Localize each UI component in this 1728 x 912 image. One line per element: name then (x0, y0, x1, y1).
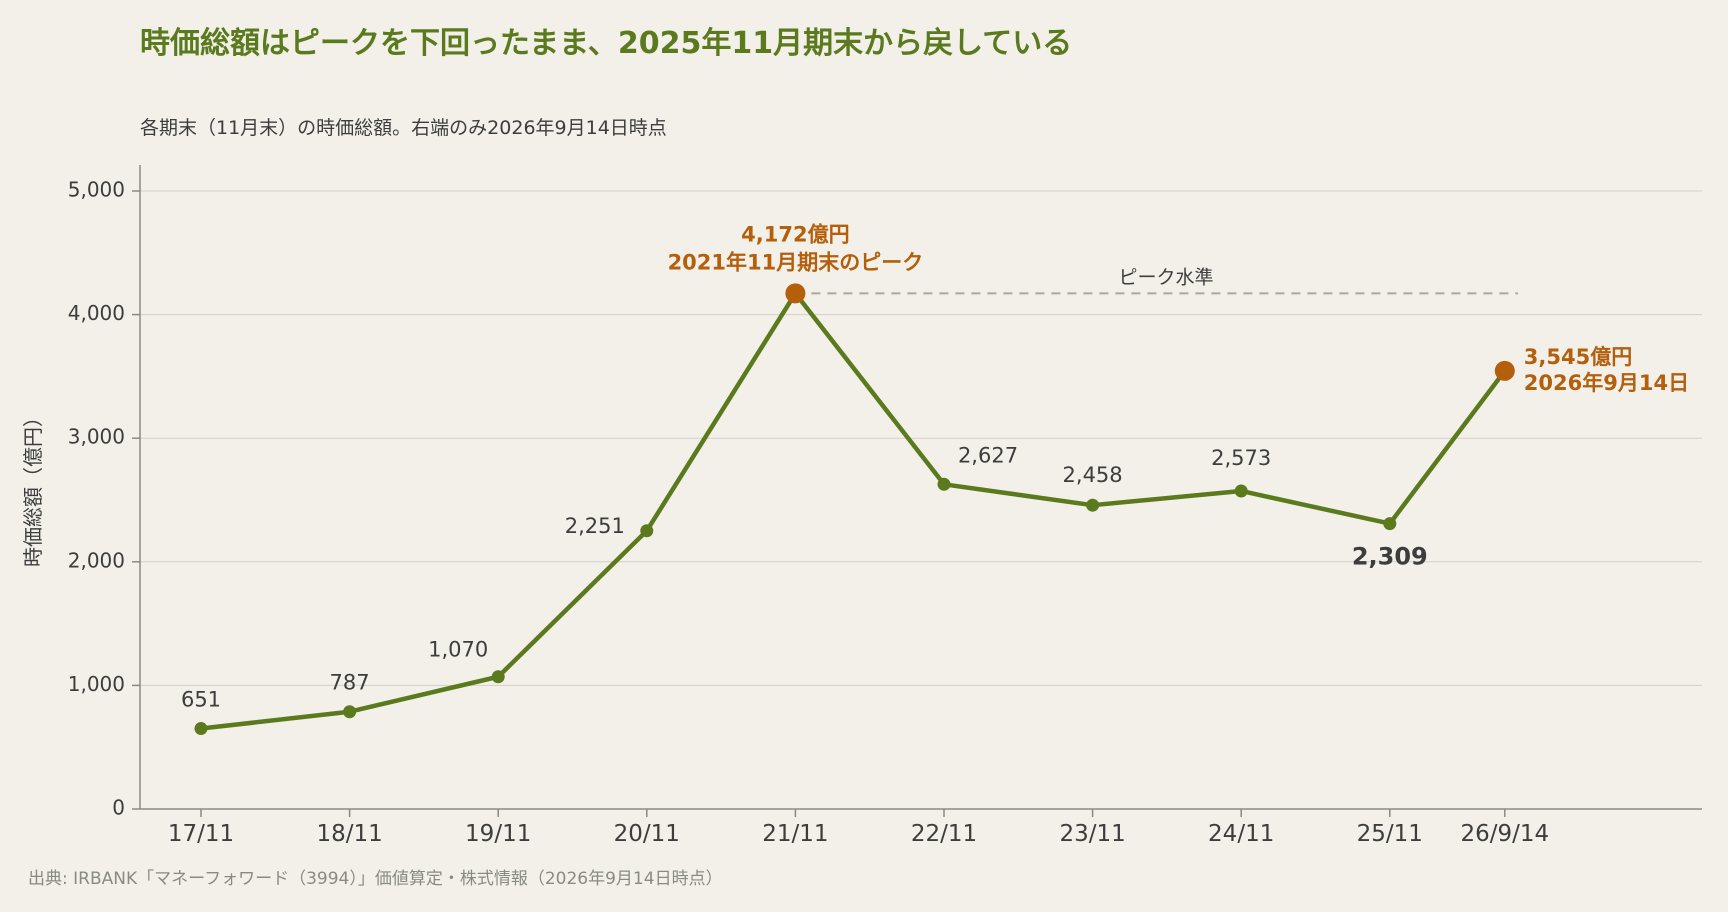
y-axis-label: 時価総額（億円） (21, 407, 45, 567)
data-point (1383, 517, 1397, 531)
data-label: 2,458 (1063, 463, 1123, 487)
source-note: 出典: IRBANK「マネーフォワード（3994）」価値算定・株式情報（2026… (28, 869, 723, 889)
x-tick-label: 24/11 (1208, 821, 1274, 847)
peak-date-label: 2021年11月期末のピーク (668, 250, 924, 274)
data-point (343, 705, 357, 719)
x-tick-label: 25/11 (1357, 821, 1423, 847)
data-label: 2,251 (565, 514, 625, 538)
data-point (1234, 484, 1248, 498)
data-label: 787 (330, 671, 370, 695)
x-tick-label: 22/11 (911, 821, 977, 847)
x-tick-label: 23/11 (1059, 821, 1125, 847)
data-label: 1,070 (428, 638, 488, 662)
highlight-point (1494, 360, 1515, 381)
latest-date-label: 2026年9月14日 (1524, 371, 1689, 395)
y-ticks: 0 1,000 2,000 3,000 4,000 5,000 (68, 178, 140, 820)
latest-value-label: 3,545億円 (1524, 345, 1632, 369)
x-tick-label: 19/11 (465, 821, 531, 847)
data-point (937, 477, 951, 491)
series-line (200, 291, 1507, 731)
x-tick-label: 21/11 (762, 821, 828, 847)
x-tick-label: 17/11 (168, 821, 234, 847)
peak-reference: ピーク水準 (811, 266, 1518, 295)
data-point (194, 722, 208, 736)
data-label: 2,573 (1211, 446, 1271, 470)
y-tick-label: 1,000 (68, 672, 125, 696)
data-label: 651 (181, 688, 221, 712)
y-tick-label: 5,000 (68, 178, 125, 202)
data-label: 2,309 (1352, 543, 1428, 571)
peak-reference-label: ピーク水準 (1118, 266, 1213, 288)
peak-value-label: 4,172億円 (741, 222, 849, 246)
x-tick-label: 18/11 (316, 821, 382, 847)
highlight-point (785, 283, 806, 304)
chart-subtitle: 各期末（11月末）の時価総額。右端のみ2026年9月14日時点 (140, 117, 667, 139)
x-tick-label: 26/9/14 (1460, 821, 1549, 847)
grid-lines (140, 190, 1702, 686)
chart-title: 時価総額はピークを下回ったまま、2025年11月期末から戻している (140, 26, 1073, 61)
y-tick-label: 3,000 (68, 425, 125, 449)
y-tick-label: 2,000 (68, 548, 125, 572)
x-tick-label: 20/11 (614, 821, 680, 847)
data-point (1086, 498, 1100, 512)
data-point (491, 670, 505, 684)
data-point (640, 524, 654, 538)
y-tick-label: 0 (112, 796, 125, 820)
data-label: 2,627 (958, 443, 1018, 467)
x-ticks: 17/11 18/11 19/11 20/11 21/11 22/11 23/11 24/11… (168, 809, 1549, 847)
data-labels: 651 787 1,070 2,251 2,627 2,458 2,573 2,309 (181, 443, 1428, 711)
data-points (194, 283, 1515, 736)
y-tick-label: 4,000 (68, 301, 125, 325)
